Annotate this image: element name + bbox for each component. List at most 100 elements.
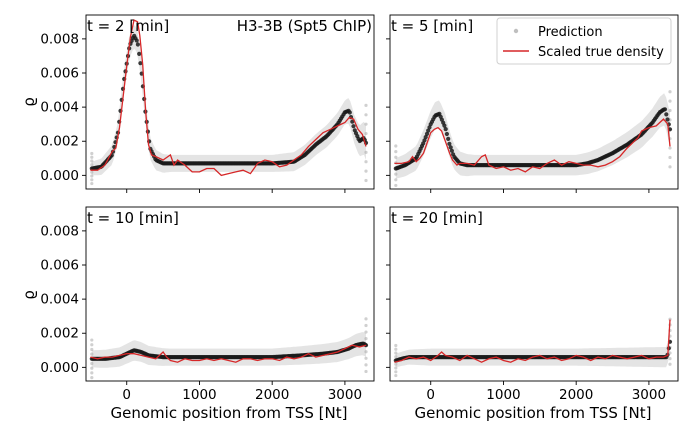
panel-time-label: t = 20 [min] [391,209,483,227]
prediction-point [668,90,672,94]
prediction-point [364,131,368,136]
y-tick-label: 0.000 [40,360,79,376]
plot-area [393,317,673,378]
x-tick-label: 1000 [182,387,216,403]
prediction-point [90,375,94,380]
panel-time-label: t = 5 [min] [391,17,473,35]
prediction-uncertainty-band [91,25,367,176]
y-axis-label-top: ϱ [20,97,38,107]
prediction-point [394,366,398,370]
prediction-point [90,352,94,356]
x-tick-label: 2000 [255,387,289,403]
prediction-point [427,125,432,130]
x-tick-label: 1000 [486,387,520,403]
prediction-point [442,123,447,128]
panels-group: 0.000 0.002 0.004 0.006 0.008 t = 2 [min] t = … [40,14,679,403]
prediction-point [90,174,94,178]
prediction-point [449,148,454,153]
prediction-point [90,347,94,352]
prediction-point [394,351,398,355]
prediction-point [447,141,452,146]
prediction-point [443,127,448,132]
prediction-point [668,357,672,361]
plot-area [393,90,673,192]
prediction-point [90,163,94,167]
prediction-point [90,338,94,342]
legend: Prediction Scaled true density [496,17,672,65]
x-tick-label: 2000 [559,387,593,403]
prediction-point [665,117,670,122]
prediction-point [394,355,398,359]
legend-true-density-label: Scaled true density [538,45,664,60]
y-tick-label: 0.006 [40,258,79,274]
prediction-point [664,112,669,117]
legend-prediction-marker [513,28,519,34]
y-tick-label: 0.004 [40,292,79,308]
prediction-point [668,99,672,103]
true-density-line [394,319,671,363]
prediction-point [364,369,368,374]
prediction-point [394,183,398,188]
prediction-point [394,178,398,182]
prediction-point [668,317,672,321]
plot-area [89,19,369,186]
prediction-point [394,347,398,351]
panel-time-label: t = 2 [min] [87,17,169,35]
y-tick-label: 0.006 [40,66,79,82]
prediction-point [394,370,398,374]
prediction-point [90,181,94,186]
prediction-point [138,61,143,66]
panel-time-label: t = 10 [min] [87,209,179,227]
panel-3: 0 1000 2000 3000 0.000 0.002 0.004 0.006 0.008 t … [40,206,375,403]
prediction-point [394,172,398,176]
prediction-point [90,155,94,159]
prediction-point [394,150,398,154]
prediction-uncertainty-band [395,331,670,368]
prediction-point [426,128,431,133]
prediction-point [364,122,368,126]
x-axis-label-right: Genomic position from TSS [Nt] [415,404,652,422]
panel-4: 0 1000 2000 3000 t = 20 [min] [386,206,679,403]
prediction-point [90,366,94,370]
prediction-point [662,107,668,112]
prediction-point [90,361,94,366]
x-tick-label: 3000 [632,387,666,403]
prediction-point [364,178,368,183]
prediction-point [668,108,672,113]
prediction-point [444,131,449,137]
prediction-point [394,343,398,348]
prediction-point [424,131,430,136]
prediction-point [422,138,427,143]
y-tick-label: 0.008 [40,223,79,239]
prediction-point [668,165,672,169]
prediction-point [137,51,142,57]
prediction-point [394,373,398,378]
prediction-point [448,145,453,150]
panel-frame [389,14,679,190]
prediction-point [350,119,355,124]
prediction-point [90,343,94,347]
prediction-point [364,330,368,334]
prediction-point [135,42,140,47]
y-tick-label: 0.004 [40,100,79,116]
prediction-point [90,178,94,182]
prediction-point [446,136,451,141]
prediction-point [394,189,397,192]
prediction-point [364,103,368,108]
prediction-point [90,159,94,163]
prediction-point [90,170,94,174]
prediction-point [364,337,368,341]
prediction-point [134,38,139,43]
true-density-line [90,19,367,177]
prediction-point [668,155,672,160]
prediction-point [394,155,398,159]
plot-area [89,317,369,380]
prediction-point [394,144,398,148]
prediction-point [364,356,368,360]
prediction-point [347,110,352,115]
panel-1: 0.000 0.002 0.004 0.006 0.008 t = 2 [min] [40,14,375,193]
y-axis-label-bottom: ϱ [20,290,38,300]
prediction-point [364,113,368,117]
prediction-point [423,135,428,140]
